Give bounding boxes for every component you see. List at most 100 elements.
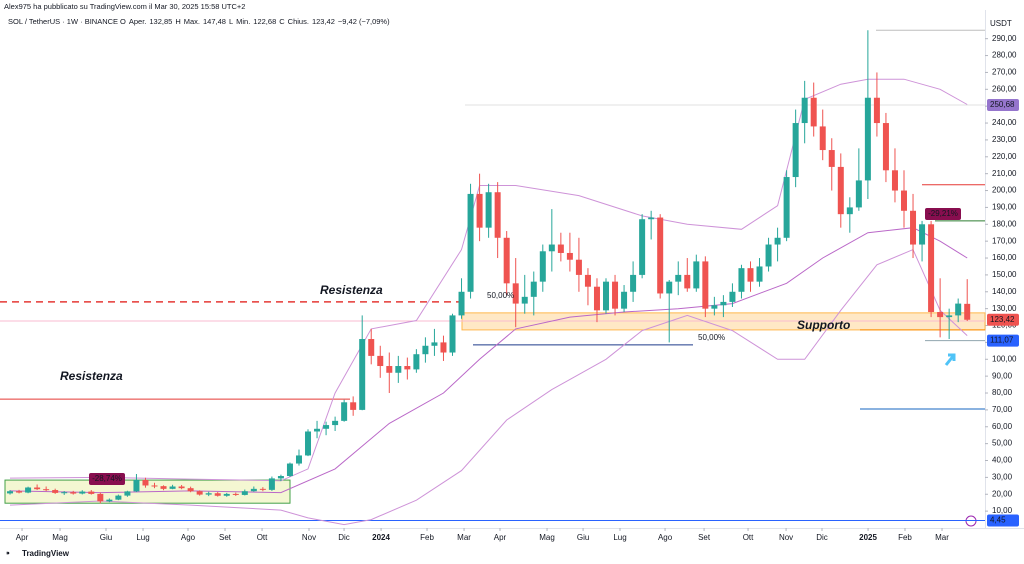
candle-body	[846, 207, 853, 215]
x-tick-label: Ago	[181, 533, 196, 542]
y-tick-label: 20,00	[992, 489, 1013, 498]
alert-icon	[965, 515, 977, 527]
x-tick-label: Ott	[743, 533, 754, 542]
candle-body	[566, 252, 573, 260]
band-line	[9, 227, 968, 494]
candle-body	[783, 177, 790, 238]
candle-body	[756, 266, 763, 282]
ohlc-item: O	[120, 17, 126, 26]
ohlc-item: Min.	[236, 17, 250, 26]
y-tick-label: 210,00	[992, 169, 1017, 178]
candle-body	[16, 491, 23, 493]
axis-unit: USDT	[990, 19, 1012, 28]
price-label: 4,45	[990, 516, 1006, 525]
x-tick-label: Set	[698, 533, 711, 542]
x-tick-label: Set	[219, 533, 232, 542]
candle-body	[774, 237, 781, 245]
candle-body	[648, 217, 655, 220]
candle-body	[178, 486, 185, 489]
candle-body	[711, 305, 718, 309]
candle-body	[97, 493, 104, 502]
candle-body	[205, 493, 212, 495]
candle-body	[964, 303, 971, 320]
flag-label: -29,21%	[928, 209, 958, 218]
y-tick-label: 160,00	[992, 253, 1017, 262]
x-tick-label: Ott	[257, 533, 268, 542]
candle-body	[729, 291, 736, 302]
y-tick-label: 190,00	[992, 203, 1017, 212]
y-tick-label: 170,00	[992, 236, 1017, 245]
candle-body	[937, 312, 944, 318]
candle-body	[666, 281, 673, 294]
candle-body	[223, 493, 230, 496]
candle-body	[395, 366, 402, 373]
x-tick-label: Mag	[539, 533, 555, 542]
y-tick-label: 220,00	[992, 152, 1017, 161]
ohlc-item: L	[229, 17, 233, 26]
x-tick-label: Nov	[779, 533, 793, 542]
x-tick-label: Lug	[136, 533, 149, 542]
ohlc-item: Max.	[184, 17, 200, 26]
y-tick-label: 130,00	[992, 304, 1017, 313]
y-tick-label: 50,00	[992, 439, 1013, 448]
flag-label: -28,74%	[92, 474, 122, 483]
x-tick-label: Nov	[302, 533, 316, 542]
y-tick-label: 230,00	[992, 135, 1017, 144]
author-line: Alex975 ha pubblicato su TradingView.com…	[4, 2, 245, 11]
x-tick-label: 2025	[859, 533, 877, 542]
ohlc-item: 132,85	[149, 17, 172, 26]
y-tick-label: 100,00	[992, 354, 1017, 363]
candle-body	[810, 97, 817, 127]
y-tick-label: 280,00	[992, 51, 1017, 60]
flag-box	[89, 473, 125, 485]
annotation: Resistenza	[320, 283, 383, 297]
price-label: 250,68	[990, 100, 1015, 109]
annotation: Resistenza	[60, 369, 123, 383]
brand-logo: ⁍	[6, 549, 10, 558]
y-tick-label: 140,00	[992, 287, 1017, 296]
candle-body	[368, 339, 375, 356]
ohlc-item: C	[279, 17, 285, 26]
candle-body	[79, 491, 86, 494]
x-tick-label: Dic	[816, 533, 828, 542]
y-tick-label: 260,00	[992, 84, 1017, 93]
candle-body	[873, 97, 880, 124]
arrow	[944, 353, 956, 366]
candle-body	[151, 485, 158, 487]
candle-body	[431, 342, 438, 346]
candle-body	[449, 315, 456, 353]
candle-body	[521, 296, 528, 304]
candle-body	[503, 237, 510, 284]
candle-body	[323, 425, 330, 429]
candle-body	[341, 402, 348, 421]
candle-body	[801, 97, 808, 124]
candle-body	[241, 491, 248, 495]
candle-body	[214, 493, 221, 496]
candle-body	[575, 259, 582, 275]
candle-body	[422, 345, 429, 355]
y-tick-label: 80,00	[992, 388, 1013, 397]
candle-body	[142, 479, 149, 486]
candle-body	[440, 342, 447, 353]
price-label-box	[987, 313, 1019, 326]
candle-body	[828, 150, 835, 167]
candle-body	[124, 491, 131, 496]
x-tick-label: Feb	[898, 533, 912, 542]
candle-body	[512, 283, 519, 304]
price-label-box	[987, 334, 1019, 347]
candle-body	[232, 493, 239, 495]
ohlc-item: 147,48	[203, 17, 226, 26]
ohlc-item: −9,42 (−7,09%)	[338, 17, 390, 26]
candle-body	[196, 491, 203, 495]
candle-body	[52, 490, 59, 493]
candle-body	[675, 274, 682, 282]
y-tick-label: 290,00	[992, 34, 1017, 43]
x-tick-label: Apr	[16, 533, 29, 542]
candle-body	[305, 431, 312, 456]
candle-body	[693, 261, 700, 289]
candle-body	[657, 217, 664, 294]
candle-body	[350, 402, 357, 410]
candle-body	[314, 428, 321, 432]
